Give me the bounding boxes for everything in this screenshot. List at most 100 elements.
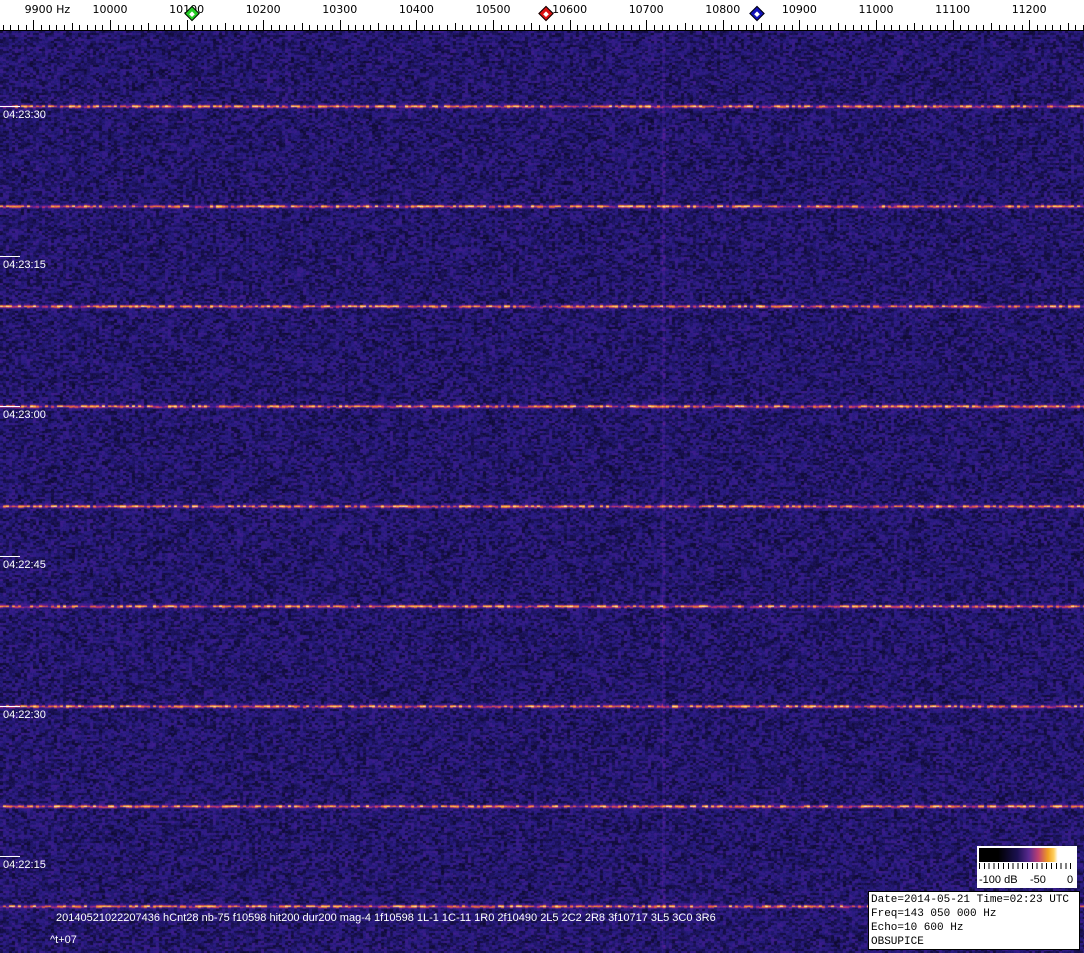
minor-tick (278, 25, 280, 30)
minor-tick (255, 25, 257, 30)
minor-tick (270, 25, 272, 30)
x-tick-label: 11100 (935, 3, 971, 16)
minor-tick (661, 25, 663, 30)
colorbar-gradient (979, 848, 1075, 862)
minor-tick (393, 25, 395, 30)
minor-tick (669, 25, 671, 30)
minor-tick (937, 25, 939, 30)
minor-tick (600, 25, 602, 30)
minor-tick (676, 25, 678, 30)
minor-tick (1036, 25, 1038, 30)
time-label: 04:22:15 (0, 856, 46, 871)
minor-tick (140, 25, 142, 30)
minor-tick (332, 25, 334, 30)
info-echo: Echo=10 600 Hz (871, 922, 964, 934)
minor-tick (707, 25, 709, 30)
minor-tick (868, 25, 870, 30)
minor-tick (837, 23, 839, 30)
x-tick-label: 10300 (322, 3, 358, 16)
minor-tick (508, 25, 510, 30)
major-tick (186, 20, 188, 30)
minor-tick (853, 25, 854, 30)
frequency-marker-icon[interactable] (749, 5, 766, 22)
minor-tick (48, 25, 50, 30)
minor-tick (240, 25, 242, 30)
minor-tick (370, 25, 372, 30)
offset-text: ^t+07 (50, 934, 77, 946)
minor-tick (56, 25, 58, 30)
minor-tick (546, 25, 548, 30)
minor-tick (247, 25, 249, 30)
minor-tick (201, 25, 203, 30)
time-label: 04:22:30 (0, 706, 46, 721)
minor-tick (1067, 23, 1069, 30)
time-label: 04:23:30 (0, 106, 46, 121)
minor-tick (768, 25, 770, 30)
minor-tick (64, 25, 65, 30)
frequency-axis: 9900 Hz100001010010200103001040010500106… (0, 0, 1084, 31)
minor-tick (324, 25, 326, 30)
minor-tick (684, 23, 686, 30)
info-date-time: Date=2014-05-21 Time=02:23 UTC (871, 894, 1070, 906)
minor-tick (1021, 25, 1023, 30)
minor-tick (217, 25, 219, 30)
x-tick-label: 10000 (92, 3, 128, 16)
minor-tick (10, 25, 12, 30)
minor-tick (347, 25, 349, 30)
minor-tick (171, 25, 173, 30)
minor-tick (301, 23, 303, 30)
minor-tick (745, 25, 747, 30)
minor-tick (531, 23, 533, 30)
minor-tick (899, 25, 900, 30)
minor-tick (998, 25, 1000, 30)
major-tick (876, 20, 877, 30)
major-tick (339, 20, 341, 30)
minor-tick (293, 25, 295, 30)
minor-tick (79, 25, 81, 30)
minor-tick (960, 25, 962, 30)
major-tick (1029, 20, 1031, 30)
minor-tick (638, 25, 640, 30)
minor-tick (584, 25, 586, 30)
minor-tick (830, 25, 831, 30)
major-tick (416, 20, 418, 30)
time-label: 04:23:00 (0, 406, 46, 421)
minor-tick (990, 23, 992, 30)
minor-tick (1006, 25, 1008, 30)
minor-tick (753, 25, 755, 30)
minor-tick (592, 25, 594, 30)
major-tick (722, 20, 724, 30)
minor-tick (117, 25, 119, 30)
minor-tick (41, 25, 43, 30)
x-tick-label: 10700 (628, 3, 664, 16)
x-tick-label: 9900 Hz (24, 3, 71, 16)
minor-tick (362, 25, 364, 30)
colorbar-ticks (979, 863, 1075, 869)
time-label: 04:23:15 (0, 256, 46, 271)
minor-tick (232, 25, 234, 30)
minor-tick (807, 25, 809, 30)
spectrogram-waterfall[interactable] (0, 31, 1084, 953)
minor-tick (408, 25, 410, 30)
minor-tick (761, 23, 763, 30)
minor-tick (944, 25, 946, 30)
major-tick (33, 20, 35, 30)
minor-tick (791, 25, 793, 30)
minor-tick (845, 25, 847, 30)
minor-tick (860, 25, 862, 30)
x-tick-label: 11200 (1011, 3, 1047, 16)
minor-tick (102, 25, 104, 30)
minor-tick (983, 25, 985, 30)
minor-tick (424, 25, 426, 30)
minor-tick (439, 25, 441, 30)
info-frequency: Freq=143 050 000 Hz (871, 908, 997, 920)
x-tick-label: 10400 (398, 3, 434, 16)
minor-tick (653, 25, 655, 30)
minor-tick (738, 25, 740, 30)
minor-tick (967, 25, 969, 30)
minor-tick (87, 25, 88, 30)
minor-tick (822, 25, 824, 30)
major-tick (799, 20, 801, 30)
minor-tick (630, 25, 632, 30)
minor-tick (561, 25, 563, 30)
